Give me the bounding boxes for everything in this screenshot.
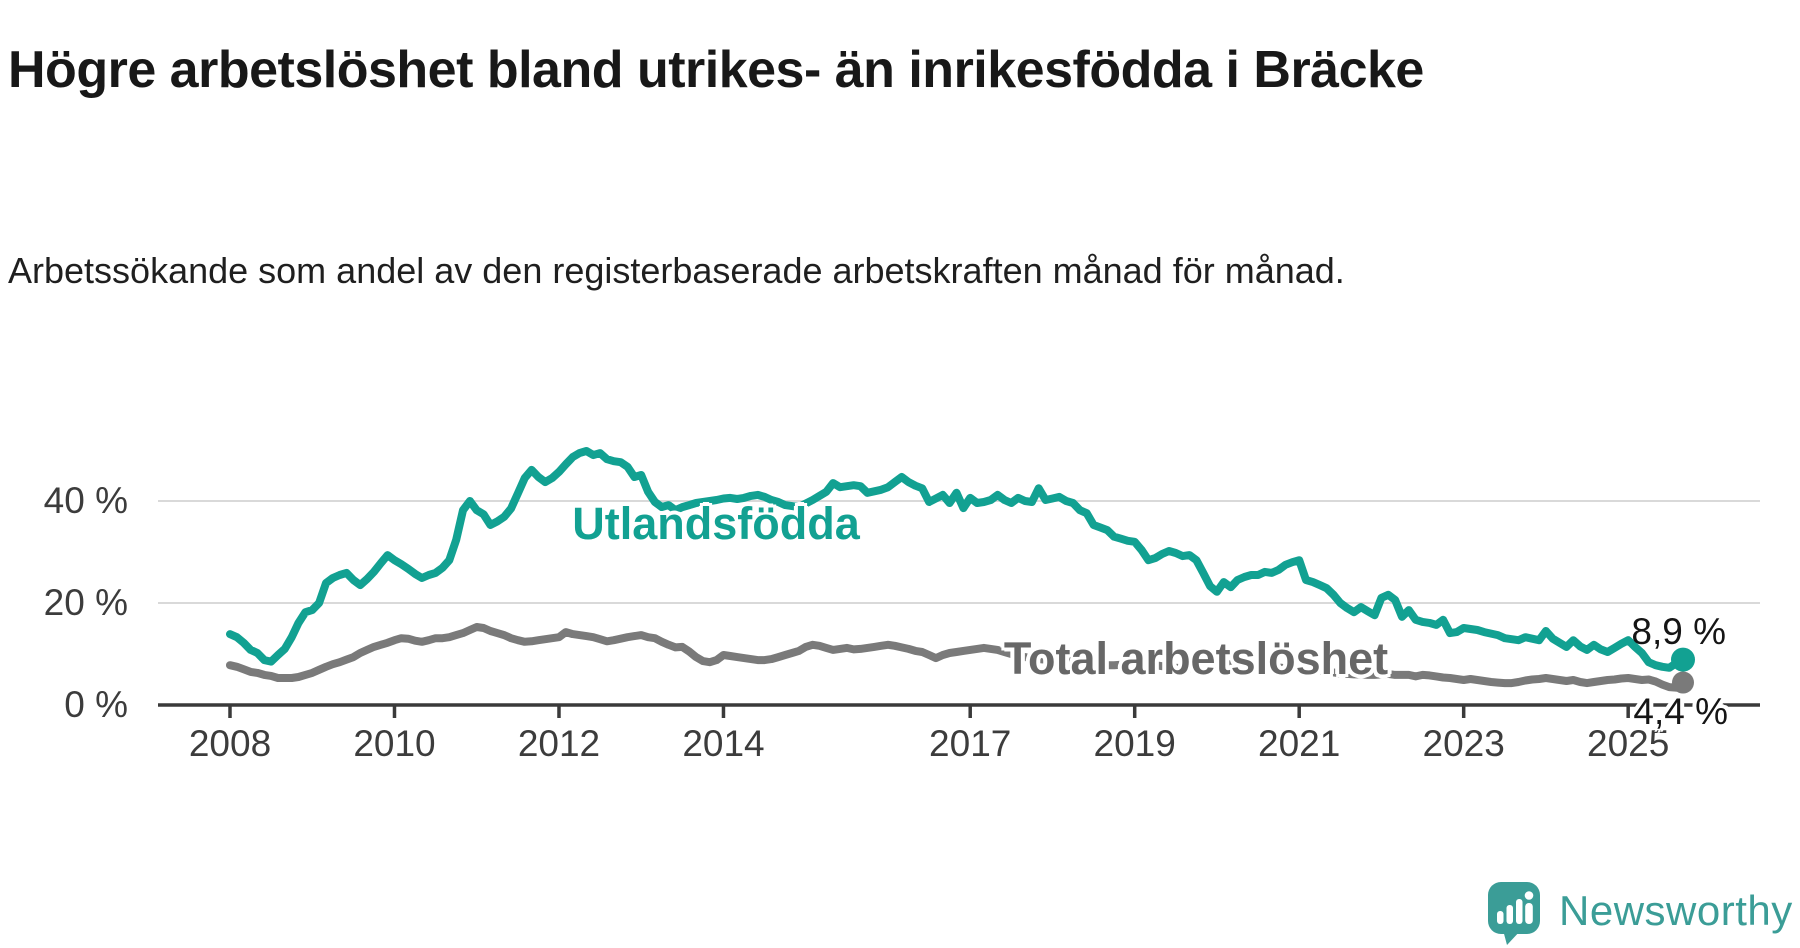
end-value-label-total: 4,4 % — [1633, 691, 1728, 732]
newsworthy-logo: Newsworthy — [1488, 882, 1793, 946]
series-line-utlandsfodda — [226, 447, 1687, 672]
series-end-dot-total — [1672, 671, 1694, 694]
end-value-label-utlandsfodda: 8,9 % — [1631, 611, 1726, 652]
x-tick-label: 2019 — [1093, 723, 1176, 764]
y-tick-label: 0 % — [64, 684, 128, 725]
x-tick-label: 2008 — [188, 723, 272, 764]
y-tick-label: 20 % — [43, 582, 128, 623]
page-title: Högre arbetslöshet bland utrikes- än inr… — [8, 40, 1424, 99]
series-label-utlandsfodda: Utlandsfödda — [572, 498, 860, 549]
x-tick-label: 2023 — [1422, 723, 1505, 764]
chart-subtitle: Arbetssökande som andel av den registerb… — [8, 250, 1345, 291]
newsworthy-icon — [1488, 882, 1540, 945]
series-line-total — [226, 623, 1687, 692]
series-label-total-arbetsloshet: Total arbetslöshet — [1003, 633, 1389, 684]
newsworthy-wordmark: Newsworthy — [1559, 887, 1793, 934]
x-tick-label: 2014 — [682, 723, 765, 764]
x-tick-label: 2021 — [1258, 723, 1341, 764]
x-tick-label: 2012 — [517, 723, 601, 764]
x-tick-label: 2017 — [929, 723, 1012, 764]
x-tick-label: 2025 — [1587, 723, 1670, 764]
y-tick-label: 40 % — [43, 480, 128, 521]
x-tick-label: 2010 — [353, 723, 436, 764]
series-end-dot-utlandsfodda — [1671, 647, 1695, 672]
